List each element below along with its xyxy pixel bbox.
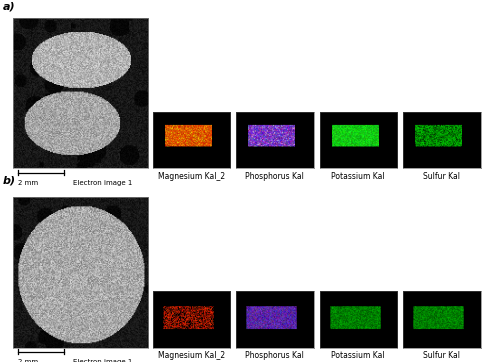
- Text: Electron image 1: Electron image 1: [74, 180, 132, 186]
- Text: 2 mm: 2 mm: [18, 180, 38, 186]
- Text: Electron image 1: Electron image 1: [74, 359, 132, 362]
- Text: 2 mm: 2 mm: [18, 359, 38, 362]
- Text: a): a): [2, 2, 15, 12]
- Text: Magnesium Kal_2: Magnesium Kal_2: [158, 351, 225, 360]
- Text: Phosphorus Kal: Phosphorus Kal: [246, 351, 304, 360]
- Text: Phosphorus Kal: Phosphorus Kal: [246, 172, 304, 181]
- Text: Sulfur Kal: Sulfur Kal: [424, 351, 461, 360]
- Text: Sulfur Kal: Sulfur Kal: [424, 172, 461, 181]
- Text: b): b): [2, 176, 16, 186]
- Text: Potassium Kal: Potassium Kal: [332, 172, 385, 181]
- Text: Magnesium Kal_2: Magnesium Kal_2: [158, 172, 225, 181]
- Text: Potassium Kal: Potassium Kal: [332, 351, 385, 360]
